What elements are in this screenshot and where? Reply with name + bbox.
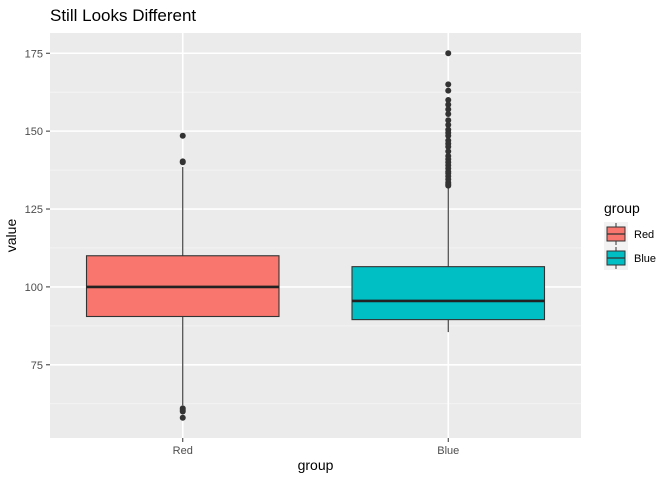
outlier-point: [179, 132, 186, 139]
box-series: [85, 50, 546, 421]
outlier-point: [445, 111, 452, 117]
y-tick-label: 150: [25, 126, 43, 138]
legend: group Red Blue: [604, 200, 656, 270]
outlier-point: [445, 148, 452, 155]
outlier-point: [445, 101, 452, 108]
outlier-point: [179, 408, 186, 415]
outlier-point: [445, 50, 452, 57]
outlier-point: [445, 132, 452, 139]
box-red: [85, 132, 280, 421]
y-tick-label: 100: [25, 282, 43, 294]
y-tick-label: 75: [31, 360, 43, 372]
outlier-point: [445, 81, 452, 88]
box-blue: [351, 50, 546, 333]
x-axis-label: group: [298, 457, 334, 473]
y-tick-label: 175: [25, 48, 43, 60]
outlier-point: [445, 96, 452, 103]
y-tick-label: 125: [25, 204, 43, 216]
outlier-point: [445, 182, 452, 189]
box-body: [351, 266, 546, 321]
legend-label: Red: [634, 229, 654, 241]
outlier-point: [445, 87, 452, 94]
outlier-point: [445, 117, 452, 124]
legend-title: group: [604, 200, 640, 216]
x-tick-label: Blue: [437, 445, 459, 457]
axes: 75 100 125 150 175 Red Blue: [25, 48, 460, 457]
outlier-point: [445, 106, 452, 113]
y-axis-label: value: [3, 219, 19, 253]
plot-panel: [50, 33, 581, 438]
legend-label: Blue: [634, 253, 656, 265]
legend-entries: Red Blue: [604, 222, 656, 270]
chart-title: Still Looks Different: [50, 6, 196, 25]
outlier-point: [445, 143, 452, 150]
legend-item-red: Red: [604, 222, 654, 246]
outlier-point: [179, 414, 186, 421]
x-tick-label: Red: [173, 445, 193, 457]
outlier-point: [179, 159, 186, 166]
legend-item-blue: Blue: [604, 246, 656, 270]
outlier-point: [445, 121, 452, 128]
